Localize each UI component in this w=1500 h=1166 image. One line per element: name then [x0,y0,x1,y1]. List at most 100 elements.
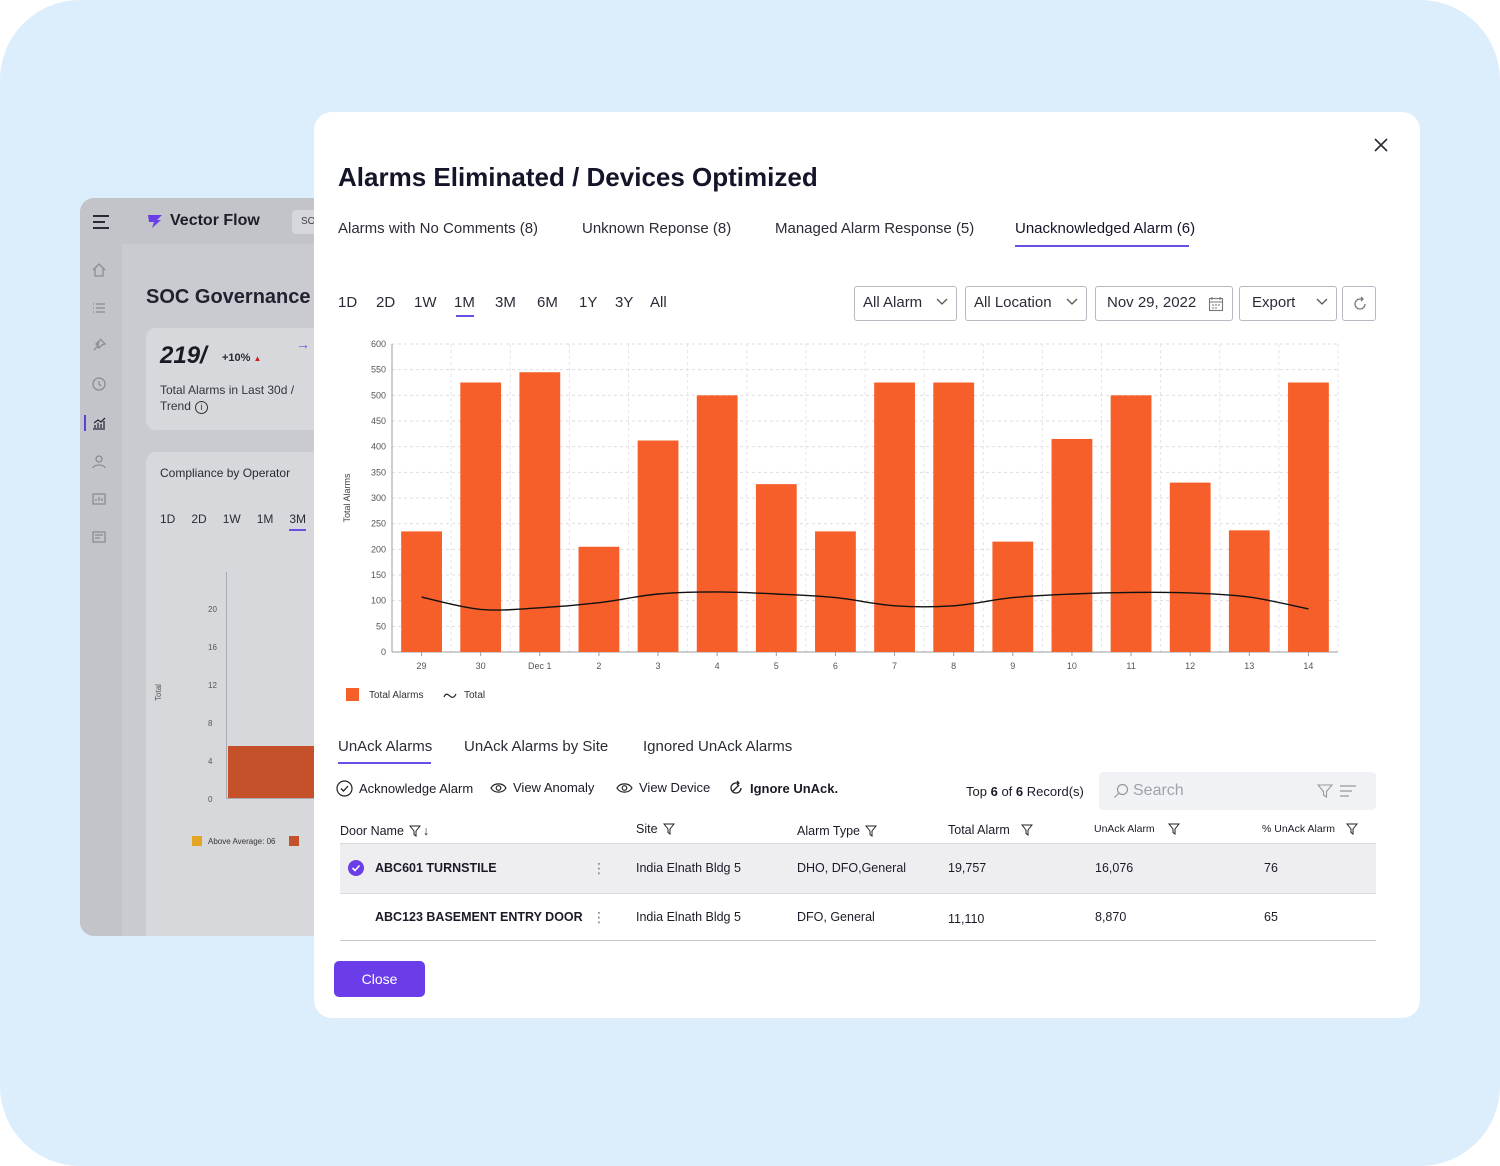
mini-y-tick: 4 [208,757,213,766]
column-header-alarm-type[interactable]: Alarm Type [797,824,877,838]
sort-lines-icon[interactable] [1339,784,1357,798]
refresh-icon [1354,296,1366,310]
reports-icon[interactable] [91,491,107,507]
range-2d[interactable]: 2D [376,294,396,311]
filter-icon[interactable] [1167,823,1180,835]
x-tick-label: 12 [1185,661,1195,671]
view-device-button[interactable]: View Device [616,780,710,795]
x-tick-label: 13 [1244,661,1254,671]
range-3m[interactable]: 3M [495,294,516,311]
mini-range-1d[interactable]: 1D [160,512,176,526]
date-picker[interactable]: Nov 29, 2022 [1095,286,1233,321]
list-icon[interactable] [91,300,107,316]
y-tick-label: 300 [371,493,386,503]
column-header-pct-unack[interactable]: % UnAck Alarm [1262,823,1358,835]
column-header-unack-alarm[interactable]: UnAck Alarm [1094,823,1180,835]
compliance-y-label: Total [153,684,163,701]
tab-unknown-response[interactable]: Unknown Reponse (8) [582,220,732,237]
refresh-button[interactable] [1342,286,1376,321]
tab-unacknowledged[interactable]: Unacknowledged Alarm (6) [1015,220,1196,237]
y-tick-label: 250 [371,519,386,529]
home-icon[interactable] [91,262,107,278]
arrow-right-icon[interactable]: → [296,336,310,352]
close-button[interactable]: Close [334,961,425,997]
tab-no-comments[interactable]: Alarms with No Comments (8) [338,220,539,237]
sort-desc-icon[interactable]: ↓ [422,824,430,838]
history-icon[interactable] [91,376,107,392]
menu-icon[interactable] [93,215,109,229]
y-tick-label: 350 [371,467,386,477]
info-icon[interactable]: i [194,401,208,414]
ignore-unack-button[interactable]: Ignore UnAck. [728,780,838,796]
x-tick-label: 5 [774,661,779,671]
bar [696,395,738,652]
view-anomaly-button[interactable]: View Anomaly [490,780,594,795]
column-header-total-alarm[interactable]: Total Alarm [948,823,1033,837]
more-options-icon[interactable]: ⋮ [592,860,606,876]
filter-icon[interactable] [865,825,877,837]
pin-icon[interactable] [91,337,107,353]
export-select[interactable]: Export [1239,286,1337,321]
check-circle-icon [336,780,353,797]
legend-label-total: Total [464,690,485,701]
settings-list-icon[interactable] [91,529,107,545]
x-tick-label: 10 [1067,661,1077,671]
y-tick-label: 50 [376,621,386,631]
site-cell: India Elnath Bldg 5 [636,861,741,875]
range-3y[interactable]: 3Y [615,294,634,311]
acknowledge-alarm-button[interactable]: Acknowledge Alarm [336,780,473,797]
mini-range-1w[interactable]: 1W [222,512,241,526]
subtab-unack-alarms[interactable]: UnAck Alarms [338,738,433,755]
range-1y[interactable]: 1Y [579,294,598,311]
mini-range-3m[interactable]: 3M [289,512,307,531]
column-header-door-name[interactable]: Door Name ↓ [340,824,430,838]
chevron-down-icon [936,298,948,305]
alarm-type-cell: DHO, DFO,General [797,861,907,875]
filter-icon[interactable] [1345,823,1358,835]
mini-range-1m[interactable]: 1M [256,512,274,526]
alarm-filter-select[interactable]: All Alarm [854,286,957,321]
ignore-icon [730,780,742,794]
search-input[interactable] [1133,780,1303,802]
subtab-ignored-unack[interactable]: Ignored UnAck Alarms [643,738,793,755]
filter-icon[interactable] [408,825,421,837]
eye-icon [490,782,507,793]
compliance-x-axis [226,798,330,799]
y-tick-label: 400 [371,442,386,452]
x-tick-label: 7 [892,661,897,671]
filter-icon[interactable] [662,823,675,835]
selected-check-icon[interactable] [348,860,364,876]
more-options-icon[interactable]: ⋮ [592,909,606,925]
modal-title: Alarms Eliminated / Devices Optimized [338,162,818,192]
table-row[interactable]: ABC601 TURNSTILE ⋮ India Elnath Bldg 5 D… [340,844,1376,894]
tab-managed-response[interactable]: Managed Alarm Response (5) [775,220,975,237]
mini-range-2d[interactable]: 2D [191,512,207,526]
range-1m[interactable]: 1M [454,294,475,311]
legend-label: Above Average: 06 [208,836,276,846]
column-header-site[interactable]: Site [636,822,675,836]
mini-y-tick: 16 [208,643,217,652]
mini-y-tick: 20 [208,605,217,614]
bar [933,382,975,652]
filter-icon[interactable] [1020,824,1033,836]
bar [1288,382,1329,652]
user-icon[interactable] [91,454,107,470]
door-name-cell: ABC123 BASEMENT ENTRY DOOR [375,910,583,924]
subtab-unack-by-site[interactable]: UnAck Alarms by Site [464,738,609,755]
location-filter-select[interactable]: All Location [965,286,1087,321]
range-6m[interactable]: 6M [537,294,558,311]
bar [1051,438,1093,652]
range-all[interactable]: All [650,294,667,311]
analytics-icon[interactable] [91,415,107,431]
filter-icon[interactable] [1317,783,1333,799]
bar [815,531,856,652]
table-row[interactable]: ABC123 BASEMENT ENTRY DOOR ⋮ India Elnat… [340,894,1376,941]
active-tab-underline [1015,245,1189,247]
record-count: Top 6 of 6 Record(s) [966,784,1084,799]
legend-swatch-total-alarms [346,688,359,701]
range-1w[interactable]: 1W [414,294,437,311]
close-icon[interactable] [1372,136,1390,154]
total-line [421,591,1309,611]
legend-line-icon [443,693,457,699]
range-1d[interactable]: 1D [338,294,358,311]
